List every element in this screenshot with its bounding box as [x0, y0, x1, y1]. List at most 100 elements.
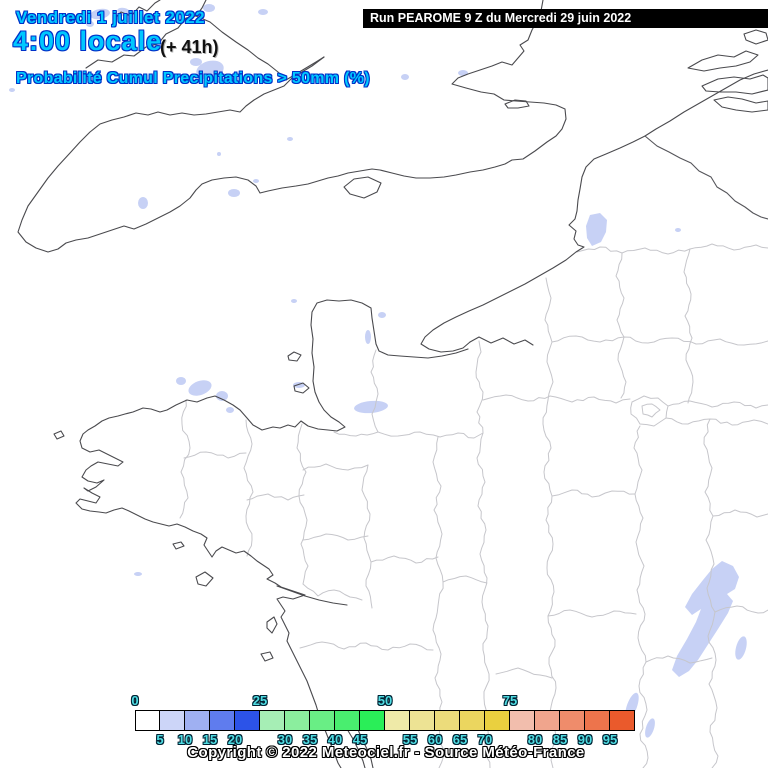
precip-probability-patch: [675, 228, 681, 232]
legend-cell: [535, 710, 560, 731]
department-border: [333, 431, 379, 437]
precip-probability-patch: [672, 561, 739, 677]
department-border: [243, 419, 254, 557]
coastline: [343, 176, 382, 199]
legend-tick-label: 95: [602, 732, 618, 747]
department-border: [475, 340, 484, 434]
precip-probability-patch: [378, 312, 386, 318]
legend-tick-label: 80: [527, 732, 543, 747]
department-border: [299, 641, 434, 651]
precip-probability-patch: [216, 391, 228, 401]
coastline: [112, 0, 161, 21]
legend-cell: [385, 710, 410, 731]
precip-probability-patch: [645, 718, 655, 738]
legend-tick-label: 5: [156, 732, 164, 747]
department-border: [667, 400, 768, 409]
department-border: [633, 425, 649, 768]
precip-probability-patch: [86, 21, 94, 27]
legend-tick-label: 60: [427, 732, 443, 747]
precip-probability-patch: [291, 299, 297, 303]
legend-cell: [460, 710, 485, 731]
precip-probability-patch: [401, 74, 409, 80]
department-border: [482, 394, 631, 404]
coastline: [743, 29, 768, 45]
coastline: [346, 728, 366, 768]
department-border: [714, 605, 768, 614]
coastline: [287, 351, 302, 362]
coastline: [356, 726, 374, 768]
legend-cell: [360, 710, 385, 731]
coastline: [172, 541, 185, 550]
precip-probability-patch: [220, 77, 230, 83]
coastline: [75, 299, 469, 768]
department-border: [551, 335, 768, 346]
legend-tick-label: 75: [502, 693, 518, 708]
department-border: [645, 655, 713, 664]
department-border: [302, 463, 369, 471]
legend-cell: [610, 710, 635, 731]
coastline: [17, 0, 567, 253]
precip-probability-patch: [190, 58, 202, 66]
legend-cell: [135, 710, 160, 731]
precip-probability-patch: [226, 407, 234, 413]
legend-cell: [160, 710, 185, 731]
department-border: [302, 583, 363, 601]
precip-probability-patch: [138, 197, 148, 209]
department-border: [246, 493, 305, 501]
precip-probability-patch: [253, 179, 259, 183]
coastline: [260, 651, 274, 662]
legend-tick-label: 55: [402, 732, 418, 747]
precip-probability-patch: [228, 189, 240, 197]
legend-tick-label: 65: [452, 732, 468, 747]
department-border: [547, 609, 637, 618]
department-border: [641, 403, 661, 418]
legend-cell: [335, 710, 360, 731]
france-belgium-border: [644, 135, 768, 220]
department-border: [296, 423, 309, 585]
department-borders-layer: [179, 243, 768, 768]
legend-tick-label: 10: [177, 732, 193, 747]
precip-probability-patch: [134, 572, 142, 576]
legend-cell: [510, 710, 535, 731]
coastline: [276, 585, 348, 606]
department-border: [370, 349, 379, 433]
probability-color-scale: [135, 710, 635, 731]
legend-cell: [410, 710, 435, 731]
department-border: [302, 533, 369, 541]
legend-tick-label: 25: [252, 693, 268, 708]
department-border: [665, 417, 768, 426]
department-border: [183, 451, 247, 459]
department-border: [683, 248, 693, 339]
legend-cell: [185, 710, 210, 731]
coastline: [53, 430, 65, 440]
department-border: [370, 555, 439, 564]
coastline: [687, 50, 759, 72]
department-border: [377, 431, 484, 439]
coastline: [504, 99, 530, 109]
coastline: [266, 616, 278, 634]
coastline: [469, 336, 534, 346]
legend-tick-label: 40: [327, 732, 343, 747]
product-title-label: Probabilité Cumul Precipitations > 50mm …: [16, 70, 370, 87]
department-border: [689, 243, 768, 251]
coastline: [713, 96, 768, 113]
legend-tick-label: 90: [577, 732, 593, 747]
precip-probability-patch: [735, 636, 747, 660]
legend-tick-label: 15: [202, 732, 218, 747]
department-border: [544, 277, 554, 401]
legend-cell: [235, 710, 260, 731]
legend-tick-label: 0: [131, 693, 139, 708]
legend-tick-label: 50: [377, 693, 393, 708]
department-border: [630, 395, 669, 427]
legend-tick-label: 20: [227, 732, 243, 747]
legend-cell: [560, 710, 585, 731]
department-border: [617, 336, 627, 399]
precip-probability-patch: [354, 400, 388, 414]
precip-probability-patch: [258, 9, 268, 15]
coastline: [420, 69, 768, 353]
legend-tick-label: 30: [277, 732, 293, 747]
department-border: [442, 575, 488, 584]
legend-cell: [585, 710, 610, 731]
precip-probability-patch: [203, 4, 215, 12]
precip-probability-patch: [217, 152, 221, 156]
